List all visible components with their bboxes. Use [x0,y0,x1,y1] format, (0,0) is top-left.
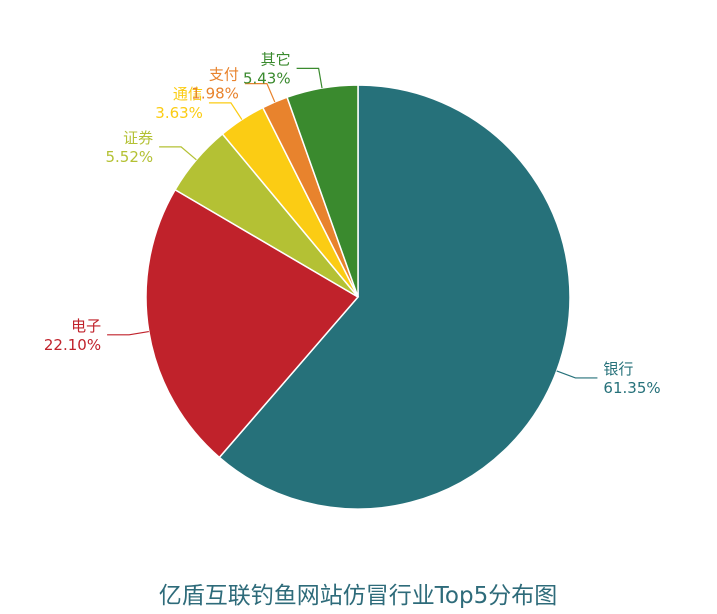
slice-value-label-4: 1.98% [191,85,239,103]
leader-line-5 [296,67,323,89]
pie-slices [145,84,571,510]
slice-name-label-1: 电子 [71,317,101,335]
leader-lines [107,67,598,379]
leader-line-3 [208,102,243,120]
leader-line-0 [556,370,598,379]
slice-name-label-3: 通信 [173,85,203,103]
slice-name-label-2: 证券 [123,129,153,147]
slice-name-label-4: 支付 [209,66,239,84]
slice-value-label-5: 5.43% [243,69,291,87]
chart-title: 亿盾互联钓鱼网站仿冒行业Top5分布图 [159,583,557,609]
slice-name-label-0: 银行 [603,360,633,378]
slice-value-label-3: 3.63% [155,104,203,122]
slice-value-label-0: 61.35% [603,379,660,397]
leader-line-2 [159,146,197,161]
slice-value-label-2: 5.52% [105,148,153,166]
slice-name-label-5: 其它 [261,50,291,68]
pie-slice-1 [145,188,360,459]
leader-line-1 [107,330,149,336]
leader-line-4 [244,83,276,103]
slice-value-label-1: 22.10% [44,336,101,354]
